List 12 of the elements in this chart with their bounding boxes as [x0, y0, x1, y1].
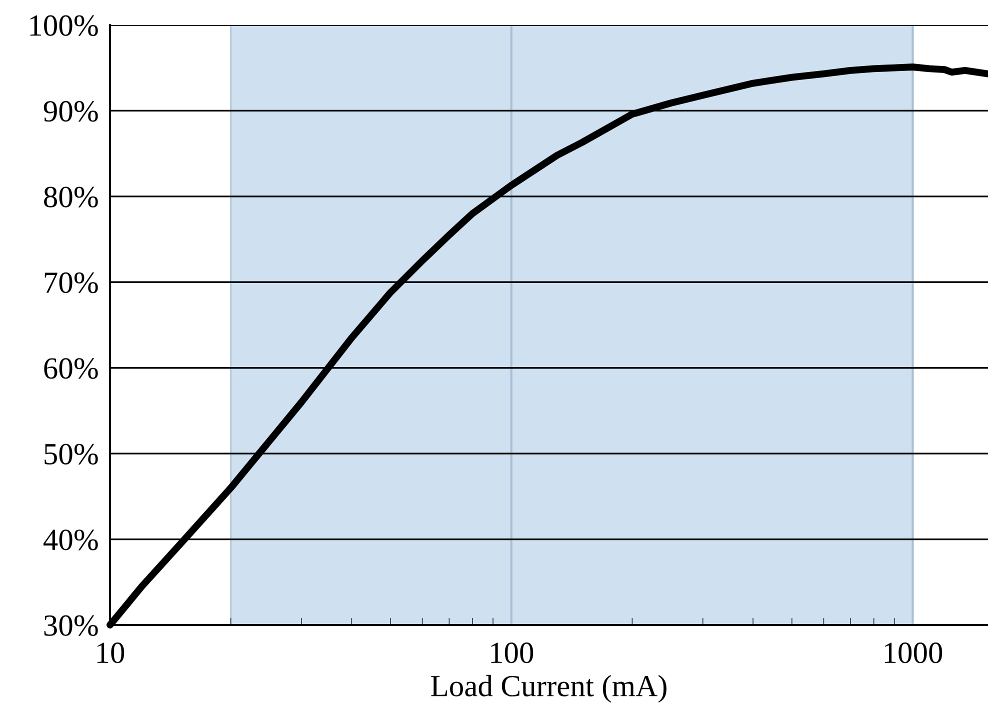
x-tick-label: 10 — [97, 642, 124, 664]
x-tick-label: 100 — [491, 642, 534, 664]
y-tick-label: 80% — [44, 186, 98, 208]
y-tick-label: 70% — [44, 272, 98, 294]
x-tick-label: 1000 — [884, 642, 942, 664]
y-tick-label: 100% — [30, 15, 98, 36]
y-tick-label: 60% — [44, 358, 98, 379]
y-tick-label: 30% — [44, 615, 98, 636]
x-axis-title: Load Current (mA) — [431, 674, 666, 703]
y-tick-label: 50% — [44, 444, 98, 465]
y-tick-label: 90% — [44, 100, 98, 122]
y-tick-label: 40% — [43, 530, 98, 550]
